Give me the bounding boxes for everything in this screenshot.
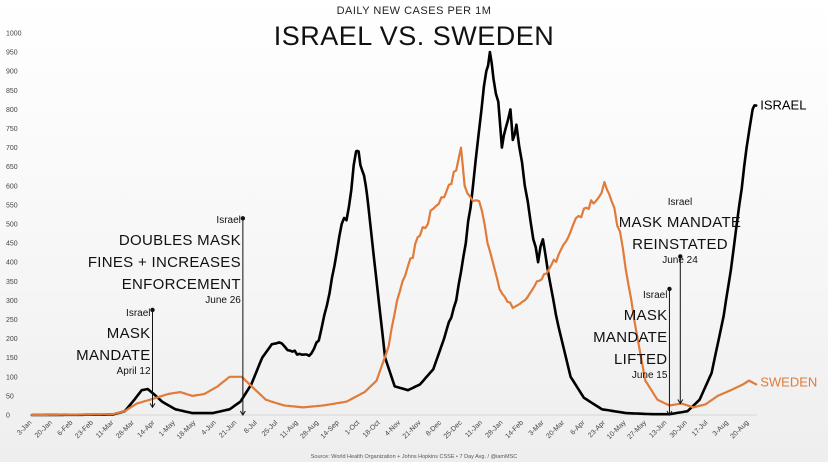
annotation-dot bbox=[150, 307, 155, 313]
annotation-arrowhead bbox=[149, 403, 156, 409]
chart-subtitle: DAILY NEW CASES PER 1M bbox=[337, 5, 492, 17]
annotation-text: April 12 bbox=[117, 366, 151, 377]
y-tick-label: 950 bbox=[6, 50, 18, 57]
series-line-israel bbox=[30, 50, 758, 417]
annotation-text: MANDATE bbox=[593, 329, 667, 346]
x-tick-label: 25-Dec bbox=[443, 419, 464, 440]
series-label-israel: ISRAEL bbox=[760, 98, 806, 113]
annotation-dot bbox=[667, 286, 672, 292]
annotation-text: Israel bbox=[643, 290, 667, 301]
annotation-text: ENFORCEMENT bbox=[122, 276, 241, 293]
annotation-arrowhead bbox=[677, 399, 684, 405]
annotation-text: June 24 bbox=[662, 255, 698, 266]
y-tick-label: 700 bbox=[6, 145, 18, 152]
x-tick-label: 1-May bbox=[158, 419, 177, 438]
x-tick-label: 18-Oct bbox=[362, 419, 382, 439]
chart-title: ISRAEL VS. SWEDEN bbox=[274, 21, 555, 51]
annotation-text: REINSTATED bbox=[632, 236, 728, 253]
y-axis: 0 50 100 150 200 250 300 350 400 450 500 550 600 650 7… bbox=[6, 31, 757, 420]
annotation-text: MASK bbox=[107, 325, 151, 342]
annotation-text: Israel bbox=[216, 215, 240, 226]
x-tick-label: 13-Jun bbox=[648, 419, 668, 439]
y-tick-label: 600 bbox=[6, 183, 18, 190]
y-tick-label: 550 bbox=[6, 202, 18, 209]
y-tick-label: 0 bbox=[6, 413, 10, 420]
x-tick-label: 28-Aug bbox=[299, 419, 320, 440]
x-tick-label: 20-Jan bbox=[34, 419, 54, 439]
x-axis: 3-Jan 20-Jan 6-Feb 23-Feb 11-Mar 28-Mar 14-Apr… bbox=[16, 419, 750, 441]
annotation-arrowhead bbox=[239, 410, 246, 416]
x-tick-label: 17-Jul bbox=[691, 419, 710, 438]
annotation-text: FINES + INCREASES bbox=[88, 254, 241, 271]
x-tick-label: 8-Dec bbox=[425, 419, 444, 438]
x-tick-label: 11-Aug bbox=[279, 419, 300, 440]
y-tick-label: 350 bbox=[6, 279, 18, 286]
x-tick-label: 3-Aug bbox=[712, 419, 730, 437]
y-tick-label: 100 bbox=[6, 374, 18, 381]
annotation-text: Israel bbox=[126, 308, 150, 319]
source-note: Source: World Health Organization + John… bbox=[311, 454, 517, 460]
y-tick-label: 400 bbox=[6, 260, 18, 267]
annotation-text: Israel bbox=[668, 197, 692, 208]
x-tick-label: 20-Aug bbox=[729, 419, 750, 440]
y-tick-label: 300 bbox=[6, 298, 18, 305]
y-tick-label: 850 bbox=[6, 88, 18, 95]
x-tick-label: 11-Jan bbox=[464, 419, 484, 439]
x-tick-label: 3-Mar bbox=[528, 419, 546, 437]
annotation-text: MASK bbox=[624, 307, 668, 324]
x-tick-label: 21-Jun bbox=[218, 419, 238, 439]
x-tick-label: 3-Jan bbox=[16, 419, 33, 436]
annotation-text: MANDATE bbox=[76, 347, 150, 364]
x-tick-label: 23-Apr bbox=[587, 419, 607, 439]
annotation-text: June 15 bbox=[632, 370, 668, 381]
x-tick-label: 23-Feb bbox=[74, 419, 95, 440]
x-tick-label: 10-May bbox=[606, 419, 628, 441]
x-tick-label: 6-Apr bbox=[569, 419, 587, 437]
x-tick-label: 1-Oct bbox=[344, 419, 361, 436]
x-tick-label: 4-Jun bbox=[200, 419, 217, 436]
x-tick-label: 20-Mar bbox=[545, 419, 566, 440]
x-tick-label: 25-Jul bbox=[261, 419, 280, 438]
x-tick-label: 8-Jul bbox=[243, 419, 259, 435]
y-tick-label: 800 bbox=[6, 107, 18, 114]
x-tick-label: 14-Apr bbox=[137, 419, 157, 439]
annotation-dot bbox=[240, 216, 246, 221]
annotation-text: LIFTED bbox=[614, 351, 667, 368]
annotation-text: June 26 bbox=[205, 295, 241, 306]
annotation-layer: Israel MASK MANDATE April 12 Israel DOUBLES M… bbox=[76, 197, 742, 416]
y-tick-label: 50 bbox=[6, 393, 14, 400]
series-label-sweden: SWEDEN bbox=[760, 374, 817, 389]
y-tick-label: 200 bbox=[6, 336, 18, 343]
x-tick-label: 28-Jan bbox=[484, 419, 504, 439]
x-tick-label: 11-Mar bbox=[95, 419, 116, 440]
x-tick-label: 28-Mar bbox=[115, 419, 136, 440]
y-tick-label: 1000 bbox=[6, 31, 22, 38]
x-tick-label: 27-May bbox=[627, 419, 649, 441]
y-tick-label: 650 bbox=[6, 164, 18, 171]
x-tick-label: 30-Jun bbox=[669, 419, 689, 439]
y-tick-label: 150 bbox=[6, 355, 18, 362]
x-tick-label: 6-Feb bbox=[56, 419, 74, 437]
y-tick-label: 250 bbox=[6, 317, 18, 324]
y-tick-label: 750 bbox=[6, 126, 18, 133]
y-tick-label: 500 bbox=[6, 222, 18, 229]
x-tick-label: 21-Nov bbox=[402, 419, 423, 440]
y-tick-label: 450 bbox=[6, 241, 18, 248]
y-tick-label: 900 bbox=[6, 69, 18, 76]
annotation-text: DOUBLES MASK bbox=[119, 232, 241, 249]
annotation-arrowhead bbox=[666, 410, 673, 416]
x-tick-label: 14-Sep bbox=[320, 419, 341, 440]
x-tick-label: 14-Feb bbox=[504, 419, 525, 440]
x-tick-label: 4-Nov bbox=[384, 419, 403, 438]
annotation-dot bbox=[678, 254, 683, 259]
annotation-text: MASK MANDATE bbox=[619, 214, 742, 231]
x-tick-label: 18-May bbox=[176, 419, 198, 441]
